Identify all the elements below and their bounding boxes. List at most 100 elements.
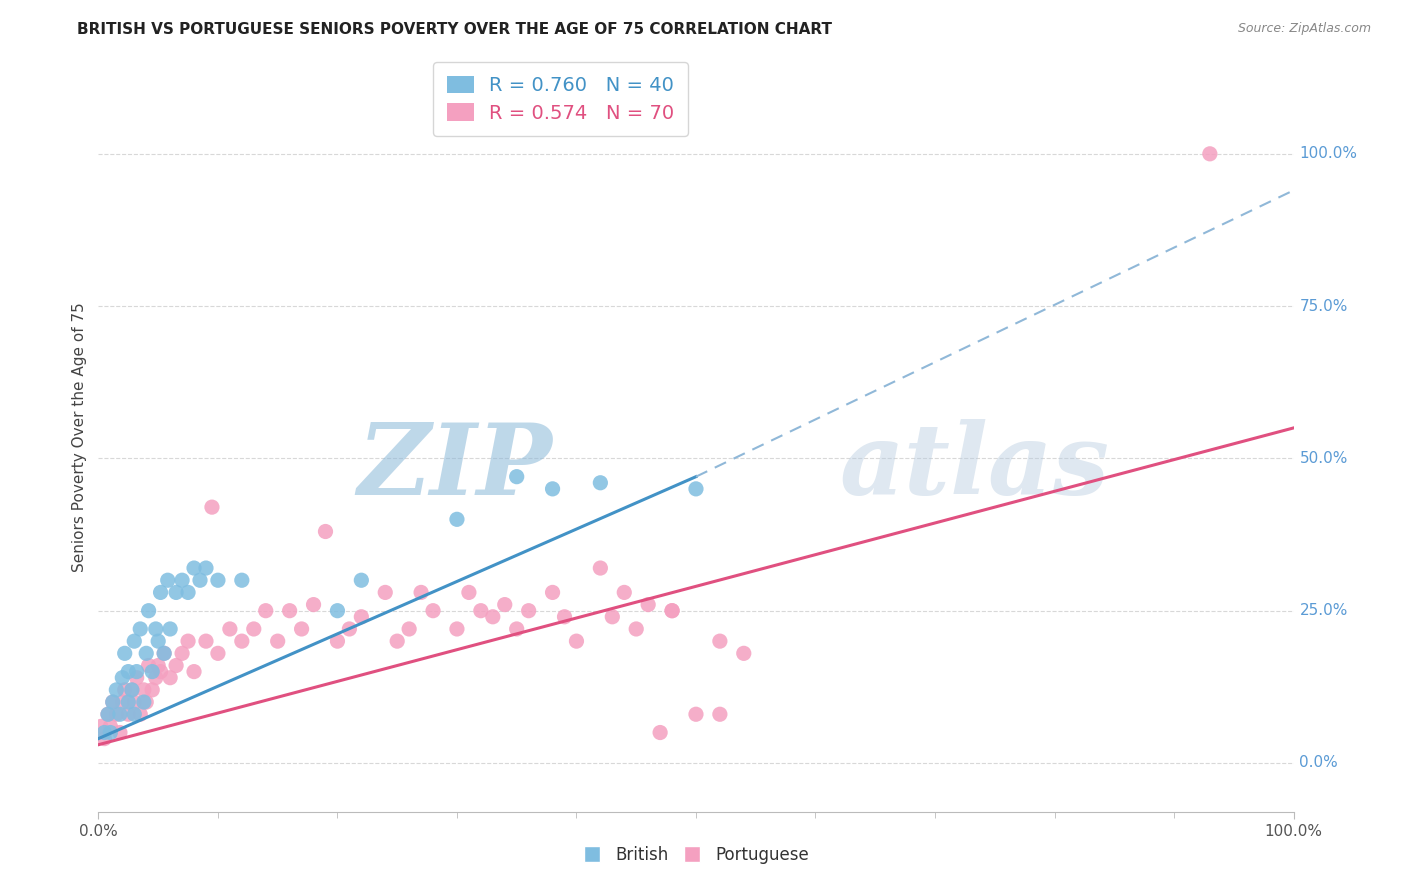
Point <box>111 695 134 709</box>
Point <box>374 585 396 599</box>
Point <box>124 707 146 722</box>
Point <box>101 695 124 709</box>
Point <box>145 622 167 636</box>
Point <box>117 707 139 722</box>
Point <box>141 682 163 697</box>
Point <box>661 604 683 618</box>
Point <box>446 622 468 636</box>
Point <box>602 609 624 624</box>
Point <box>125 665 148 679</box>
Point <box>470 604 492 618</box>
Point <box>105 682 128 697</box>
Point <box>254 604 277 618</box>
Point <box>398 622 420 636</box>
Point <box>565 634 588 648</box>
Point <box>589 475 612 490</box>
Point <box>506 469 529 483</box>
Text: 50.0%: 50.0% <box>1299 450 1348 466</box>
Point <box>111 671 134 685</box>
Point <box>129 707 152 722</box>
Point <box>589 561 612 575</box>
Point <box>117 665 139 679</box>
Point <box>350 609 373 624</box>
Point <box>153 646 176 660</box>
Point <box>121 682 143 697</box>
Point <box>201 500 224 515</box>
Point <box>350 573 373 587</box>
Point <box>114 646 136 660</box>
Point <box>733 646 755 660</box>
Point <box>219 622 242 636</box>
Point <box>278 604 301 618</box>
Point <box>385 634 409 648</box>
Point <box>291 622 314 636</box>
Point <box>1199 146 1222 161</box>
Point <box>685 482 707 496</box>
Point <box>231 634 253 648</box>
Point <box>135 646 157 660</box>
Point <box>207 646 229 660</box>
Point <box>132 695 155 709</box>
Point <box>177 585 200 599</box>
Text: BRITISH VS PORTUGUESE SENIORS POVERTY OVER THE AGE OF 75 CORRELATION CHART: BRITISH VS PORTUGUESE SENIORS POVERTY OV… <box>77 22 832 37</box>
Point <box>156 573 179 587</box>
Point <box>183 665 205 679</box>
Point <box>159 671 181 685</box>
Point <box>98 719 122 733</box>
Text: ZIP: ZIP <box>357 419 553 516</box>
Point <box>517 604 540 618</box>
Text: atlas: atlas <box>839 419 1109 516</box>
Point <box>195 561 218 575</box>
Point <box>172 646 194 660</box>
Point <box>98 725 122 739</box>
Point <box>195 634 218 648</box>
Point <box>709 707 731 722</box>
Point <box>541 585 564 599</box>
Point <box>124 695 146 709</box>
Text: Source: ZipAtlas.com: Source: ZipAtlas.com <box>1237 22 1371 36</box>
Point <box>105 707 128 722</box>
Point <box>172 573 194 587</box>
Point <box>145 671 167 685</box>
Legend: British, Portuguese: British, Portuguese <box>576 839 815 871</box>
Point <box>124 634 146 648</box>
Point <box>108 725 131 739</box>
Point <box>661 604 683 618</box>
Point <box>637 598 659 612</box>
Point <box>93 731 115 746</box>
Point <box>148 658 170 673</box>
Point <box>97 707 120 722</box>
Point <box>326 634 349 648</box>
Point <box>117 695 139 709</box>
Point <box>108 707 131 722</box>
Point <box>326 604 349 618</box>
Point <box>132 682 155 697</box>
Point <box>626 622 648 636</box>
Point <box>97 707 120 722</box>
Point <box>183 561 205 575</box>
Point <box>422 604 444 618</box>
Text: 100.0%: 100.0% <box>1299 146 1358 161</box>
Point <box>411 585 433 599</box>
Point <box>446 512 468 526</box>
Point <box>481 609 505 624</box>
Point <box>153 646 176 660</box>
Point <box>121 682 143 697</box>
Point <box>188 573 211 587</box>
Point <box>506 622 529 636</box>
Point <box>93 725 115 739</box>
Point <box>243 622 266 636</box>
Point <box>129 622 152 636</box>
Point <box>648 725 672 739</box>
Point <box>149 585 172 599</box>
Text: 25.0%: 25.0% <box>1299 603 1348 618</box>
Point <box>114 682 136 697</box>
Y-axis label: Seniors Poverty Over the Age of 75: Seniors Poverty Over the Age of 75 <box>72 302 87 572</box>
Point <box>207 573 229 587</box>
Point <box>90 719 112 733</box>
Text: 0.0%: 0.0% <box>1299 756 1339 771</box>
Point <box>138 604 160 618</box>
Point <box>613 585 636 599</box>
Point <box>231 573 253 587</box>
Text: 75.0%: 75.0% <box>1299 299 1348 314</box>
